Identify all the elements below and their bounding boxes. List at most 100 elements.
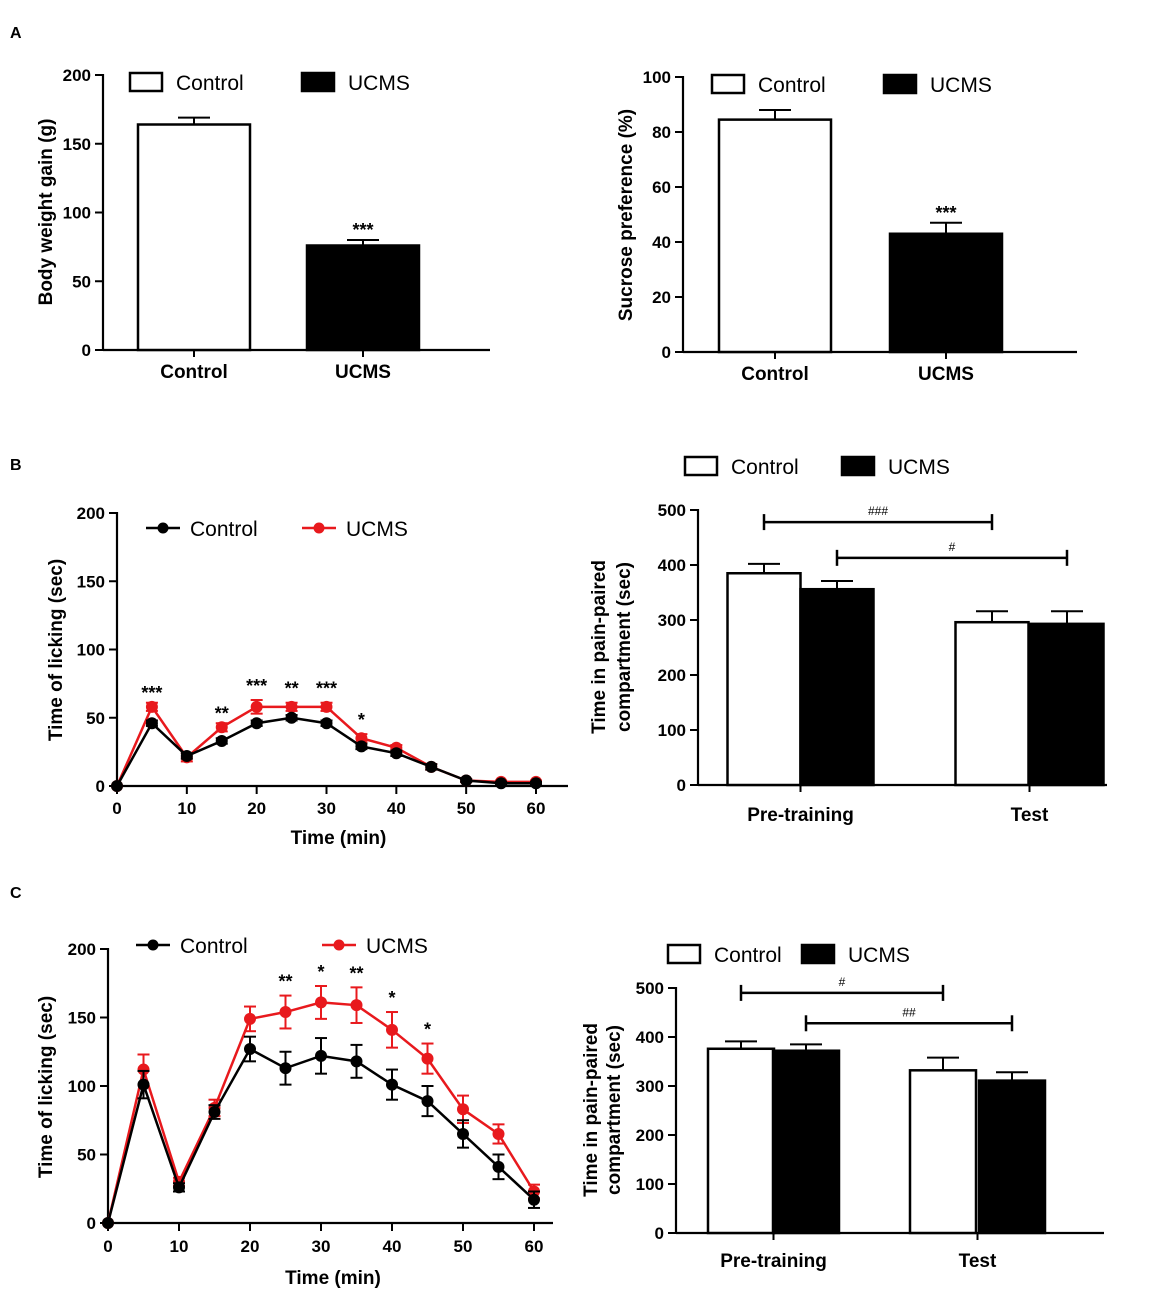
b1-point-control bbox=[250, 717, 263, 730]
a2-y-tick-label: 20 bbox=[652, 288, 671, 307]
a2-y-tick-label: 60 bbox=[652, 178, 671, 197]
b1-point-control bbox=[111, 780, 123, 792]
c1-point-ucms bbox=[386, 1023, 398, 1036]
c1-point-control bbox=[102, 1217, 114, 1229]
b1-x-tick-label: 0 bbox=[112, 799, 121, 818]
c1-point-control bbox=[350, 1055, 363, 1068]
c2-y-tick-label: 100 bbox=[636, 1175, 664, 1194]
b2-bar-ucms-test bbox=[1029, 622, 1105, 787]
b1-x-tick-label: 10 bbox=[177, 799, 196, 818]
b1-point-control bbox=[460, 774, 473, 787]
c2-legend-swatch-control bbox=[666, 943, 702, 965]
c2-x-tick-label: Pre-training bbox=[720, 1251, 827, 1272]
a2-y-tick-label: 40 bbox=[652, 233, 671, 252]
c1-legend-marker-ucms bbox=[333, 939, 345, 951]
c2-y-tick-label: 400 bbox=[636, 1028, 664, 1047]
c1-point-ucms bbox=[421, 1052, 434, 1065]
c1-legend-label-ucms: UCMS bbox=[366, 935, 428, 958]
a2-y-tick-label: 0 bbox=[662, 343, 671, 362]
b1-point-control bbox=[390, 747, 403, 760]
chart-a1: 0 50 100 150 200 Body weight gain (g) Control U… bbox=[36, 66, 490, 383]
panel-label-b: B bbox=[10, 457, 22, 474]
b2-y-tick-label: 200 bbox=[658, 666, 686, 685]
a1-bar-control bbox=[136, 123, 252, 352]
a2-bar-control bbox=[717, 118, 833, 354]
b1-legend-marker-ucms bbox=[313, 522, 325, 534]
c1-legend-label-control: Control bbox=[180, 935, 248, 958]
b1-point-control bbox=[145, 717, 158, 730]
b2-legend-label-control: Control bbox=[731, 456, 799, 479]
b1-y-tick-label: 0 bbox=[96, 777, 105, 796]
a2-y-tick-label: 80 bbox=[652, 123, 671, 142]
c1-y-label: Time of licking (sec) bbox=[36, 996, 57, 1178]
c1-point-ucms bbox=[457, 1103, 469, 1116]
b2-y-label-line2: compartment (sec) bbox=[614, 562, 635, 732]
b1-y-label: Time of licking (sec) bbox=[46, 559, 67, 741]
a2-significance-label: *** bbox=[935, 203, 956, 223]
c1-point-control bbox=[173, 1181, 185, 1194]
c2-bar-control-pre-training bbox=[706, 1047, 776, 1235]
b1-legend-label-control: Control bbox=[190, 518, 258, 541]
c1-x-tick-label: 60 bbox=[525, 1237, 544, 1256]
c1-significance-label: ** bbox=[349, 963, 363, 983]
b1-y-tick-label: 150 bbox=[77, 572, 105, 591]
c2-bracket-label-1: ## bbox=[902, 1005, 916, 1019]
chart-a2: 0 20 40 60 80 100 Sucrose preference (%) Contro… bbox=[616, 68, 1077, 385]
c2-bar-ucms-pre-training bbox=[771, 1049, 841, 1235]
c1-point-ucms bbox=[244, 1012, 256, 1025]
c1-point-ucms bbox=[137, 1063, 150, 1076]
b2-y-tick-label: 400 bbox=[658, 556, 686, 575]
b1-significance-label: * bbox=[358, 710, 365, 730]
a1-y-tick-label: 200 bbox=[63, 66, 91, 85]
b1-point-control bbox=[495, 777, 508, 790]
b2-y-label-line1: Time in pain-paired bbox=[589, 560, 610, 734]
b1-significance-label: *** bbox=[141, 683, 162, 703]
b1-x-tick-label: 40 bbox=[387, 799, 406, 818]
c1-series-line-control bbox=[106, 1047, 535, 1224]
b1-point-ucms bbox=[250, 700, 263, 713]
b1-point-control bbox=[530, 777, 542, 790]
c1-x-tick-label: 10 bbox=[170, 1237, 189, 1256]
c2-y-tick-label: 200 bbox=[636, 1126, 664, 1145]
a2-y-tick-label: 100 bbox=[643, 68, 671, 87]
a1-legend-swatch-ucms bbox=[300, 71, 336, 93]
b1-y-tick-label: 100 bbox=[77, 641, 105, 660]
c2-y-label-line2: compartment (sec) bbox=[604, 1025, 625, 1195]
a1-significance-label: *** bbox=[352, 220, 373, 240]
a1-y-tick-label: 100 bbox=[63, 204, 91, 223]
b1-significance-label: *** bbox=[316, 679, 337, 699]
chart-c2: 0 100 200 300 400 500 Time in pain-paired compa… bbox=[581, 943, 1104, 1272]
c2-bar-control-test bbox=[908, 1069, 978, 1235]
c1-point-control bbox=[386, 1078, 398, 1091]
b1-legend-label-ucms: UCMS bbox=[346, 518, 408, 541]
b2-legend-swatch-control bbox=[683, 455, 719, 477]
c2-x-tick-label: Test bbox=[959, 1251, 997, 1272]
b1-point-control bbox=[425, 760, 438, 773]
b2-bar-control-test bbox=[954, 620, 1030, 787]
b2-bracket-label-1: # bbox=[949, 540, 956, 554]
a1-bar-ucms bbox=[305, 244, 421, 352]
b1-point-ucms bbox=[285, 700, 298, 713]
c1-x-tick-label: 30 bbox=[312, 1237, 331, 1256]
c1-point-control bbox=[244, 1043, 256, 1056]
b2-bar-control-pre-training bbox=[726, 572, 802, 787]
b1-significance-label: ** bbox=[215, 703, 229, 723]
a1-legend-label-control: Control bbox=[176, 72, 244, 95]
b1-point-ucms bbox=[145, 700, 158, 713]
a2-bar-ucms bbox=[888, 232, 1004, 354]
c1-point-control bbox=[137, 1078, 150, 1091]
b1-x-tick-label: 60 bbox=[527, 799, 546, 818]
c1-y-tick-label: 50 bbox=[77, 1146, 96, 1165]
c1-point-ucms bbox=[279, 1006, 292, 1019]
c2-y-label-line1: Time in pain-paired bbox=[581, 1023, 602, 1197]
b2-legend-label-ucms: UCMS bbox=[888, 456, 950, 479]
a2-legend-label-ucms: UCMS bbox=[930, 74, 992, 97]
c1-x-tick-label: 50 bbox=[454, 1237, 473, 1256]
c2-y-tick-label: 300 bbox=[636, 1077, 664, 1096]
a2-x-tick-label: UCMS bbox=[918, 364, 974, 385]
c2-y-tick-label: 500 bbox=[636, 979, 664, 998]
a1-x-tick-label: Control bbox=[160, 362, 228, 383]
b2-legend-swatch-ucms bbox=[840, 455, 876, 477]
